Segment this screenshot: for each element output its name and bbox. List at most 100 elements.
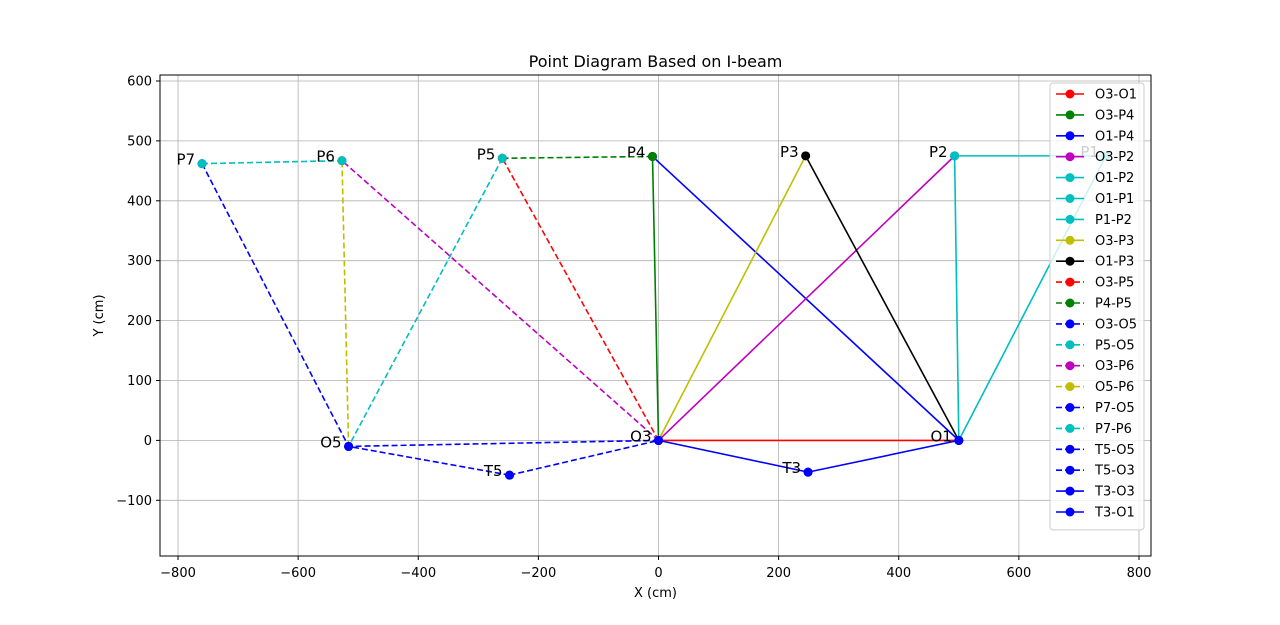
legend-marker-t3-o1 [1065, 507, 1075, 517]
series-line-o1-p2 [953, 155, 960, 441]
series-marker-o1-p3 [801, 151, 811, 161]
legend-label-o3-p4: O3-P4 [1095, 108, 1134, 123]
legend-label-o3-p6: O3-P6 [1095, 359, 1134, 374]
legend-marker-o3-p4 [1065, 110, 1075, 120]
legend-marker-t5-o3 [1065, 465, 1075, 475]
point-labels: O3O1P1P2P3P4P5P6P7O5T5T3 [176, 143, 1099, 480]
legend-label-o1-p1: O1-P1 [1095, 192, 1134, 207]
legend-label-t3-o3: T3-O3 [1094, 485, 1135, 500]
legend-label-o3-o1: O3-O1 [1095, 88, 1137, 103]
point-label-p5: P5 [477, 145, 496, 163]
y-tick-label: 300 [127, 254, 152, 269]
legend-marker-t3-o3 [1065, 486, 1075, 496]
series-line-o3-p3 [657, 155, 807, 441]
legend-marker-o3-o1 [1065, 89, 1075, 99]
legend-marker-o3-o5 [1065, 319, 1075, 329]
legend-label-o5-p6: O5-P6 [1095, 380, 1134, 395]
series-line-t5-o3 [509, 439, 659, 476]
point-label-p2: P2 [929, 143, 948, 161]
legend-marker-o3-p6 [1065, 361, 1075, 371]
legend-box [1049, 82, 1145, 531]
series-marker-t5-o3 [505, 470, 515, 480]
legend-label-o3-p5: O3-P5 [1095, 276, 1134, 291]
legend-marker-o1-p3 [1065, 256, 1075, 266]
series-line-o3-o5 [348, 439, 659, 448]
legend-label-p7-o5: P7-O5 [1095, 401, 1135, 416]
legend-label-o1-p4: O1-P4 [1095, 129, 1134, 144]
y-tick-label: 0 [144, 434, 152, 449]
legend-marker-p5-o5 [1065, 340, 1075, 350]
legend-label-p4-p5: P4-P5 [1095, 297, 1132, 312]
legend-marker-p7-o5 [1065, 403, 1075, 412]
series-marker-p1-p2 [950, 151, 960, 161]
series-marker-t3-o1 [954, 435, 964, 445]
legend-marker-t5-o5 [1065, 444, 1075, 454]
series-line-p7-p6 [202, 159, 343, 165]
point-label-p4: P4 [627, 143, 646, 161]
point-label-t3: T3 [781, 459, 801, 477]
legend-marker-p7-p6 [1065, 423, 1075, 433]
legend-label-t3-o1: T3-O1 [1094, 506, 1135, 521]
x-tick-label: −800 [160, 566, 196, 581]
legend-label-o3-o5: O3-O5 [1095, 317, 1137, 332]
series-line-t5-o5 [348, 445, 510, 476]
series-line-o3-p6 [341, 160, 660, 441]
legend-label-t5-o3: T5-O3 [1094, 464, 1135, 479]
legend-label-p5-o5: P5-O5 [1095, 338, 1135, 353]
series-lines [201, 155, 1107, 476]
legend-label-o1-p2: O1-P2 [1095, 171, 1134, 186]
y-tick-label: −100 [116, 494, 152, 509]
point-label-t5: T5 [483, 462, 503, 480]
point-label-p6: P6 [316, 148, 335, 166]
x-axis-label: X (cm) [634, 586, 677, 601]
series-line-t3-o1 [807, 439, 959, 473]
legend-label-o3-p2: O3-P2 [1095, 150, 1134, 165]
legend-label-o1-p3: O1-P3 [1095, 255, 1134, 270]
x-tick-label: −400 [400, 566, 436, 581]
x-tick-label: 800 [1127, 566, 1152, 581]
legend: O3-O1 O3-P4 O1-P4 O3-P2 O1-P2 O1-P1 P1-P2 O3-P3… [1049, 82, 1145, 531]
point-label-p7: P7 [176, 151, 195, 169]
y-tick-label: 600 [127, 74, 152, 89]
series-line-p7-o5 [201, 163, 350, 447]
plot-frame [159, 74, 1152, 557]
y-axis-label: Y (cm) [92, 294, 107, 337]
series-marker-t3-o1 [803, 467, 813, 477]
series-marker-t3-o3 [654, 435, 664, 445]
series-line-p4-p5 [502, 155, 653, 160]
series-line-o1-p3 [804, 155, 960, 441]
legend-marker-o3-p5 [1065, 277, 1075, 287]
x-tick-label: 600 [1006, 566, 1031, 581]
legend-marker-p1-p2 [1065, 214, 1075, 224]
y-tick-label: 100 [127, 374, 152, 389]
series-marker-p5-o5 [497, 153, 507, 163]
legend-marker-p4-p5 [1065, 298, 1075, 308]
legend-marker-o3-p3 [1065, 235, 1075, 245]
point-label-o1: O1 [930, 427, 951, 445]
x-tick-label: −600 [280, 566, 316, 581]
series-line-o3-p4 [651, 156, 660, 441]
chart-title: Point Diagram Based on I-beam [529, 52, 783, 71]
y-axis-ticks: −100 0 100 200 300 400 500 600 [116, 74, 160, 509]
y-tick-label: 200 [127, 314, 152, 329]
point-label-o3: O3 [630, 427, 651, 445]
series-line-o3-p2 [657, 155, 956, 441]
x-tick-label: −200 [521, 566, 557, 581]
series-marker-t5-o5 [344, 441, 354, 451]
legend-marker-o1-p4 [1065, 131, 1075, 141]
point-label-o5: O5 [320, 433, 341, 451]
x-tick-label: 0 [654, 566, 662, 581]
series-line-o5-p6 [341, 160, 350, 447]
x-tick-label: 200 [766, 566, 791, 581]
legend-label-p7-p6: P7-P6 [1095, 422, 1132, 437]
legend-label-t5-o5: T5-O5 [1094, 443, 1135, 458]
legend-label-o3-p3: O3-P3 [1095, 234, 1134, 249]
legend-marker-o1-p1 [1065, 194, 1075, 203]
legend-marker-o3-p2 [1065, 152, 1075, 162]
legend-marker-o1-p2 [1065, 173, 1075, 183]
legend-marker-o5-p6 [1065, 382, 1075, 392]
x-axis-ticks: −800 −600 −400 −200 0 200 400 600 800 [160, 556, 1151, 581]
y-tick-label: 500 [127, 134, 152, 149]
y-tick-label: 400 [127, 194, 152, 209]
series-marker-p7-p6 [337, 156, 347, 166]
